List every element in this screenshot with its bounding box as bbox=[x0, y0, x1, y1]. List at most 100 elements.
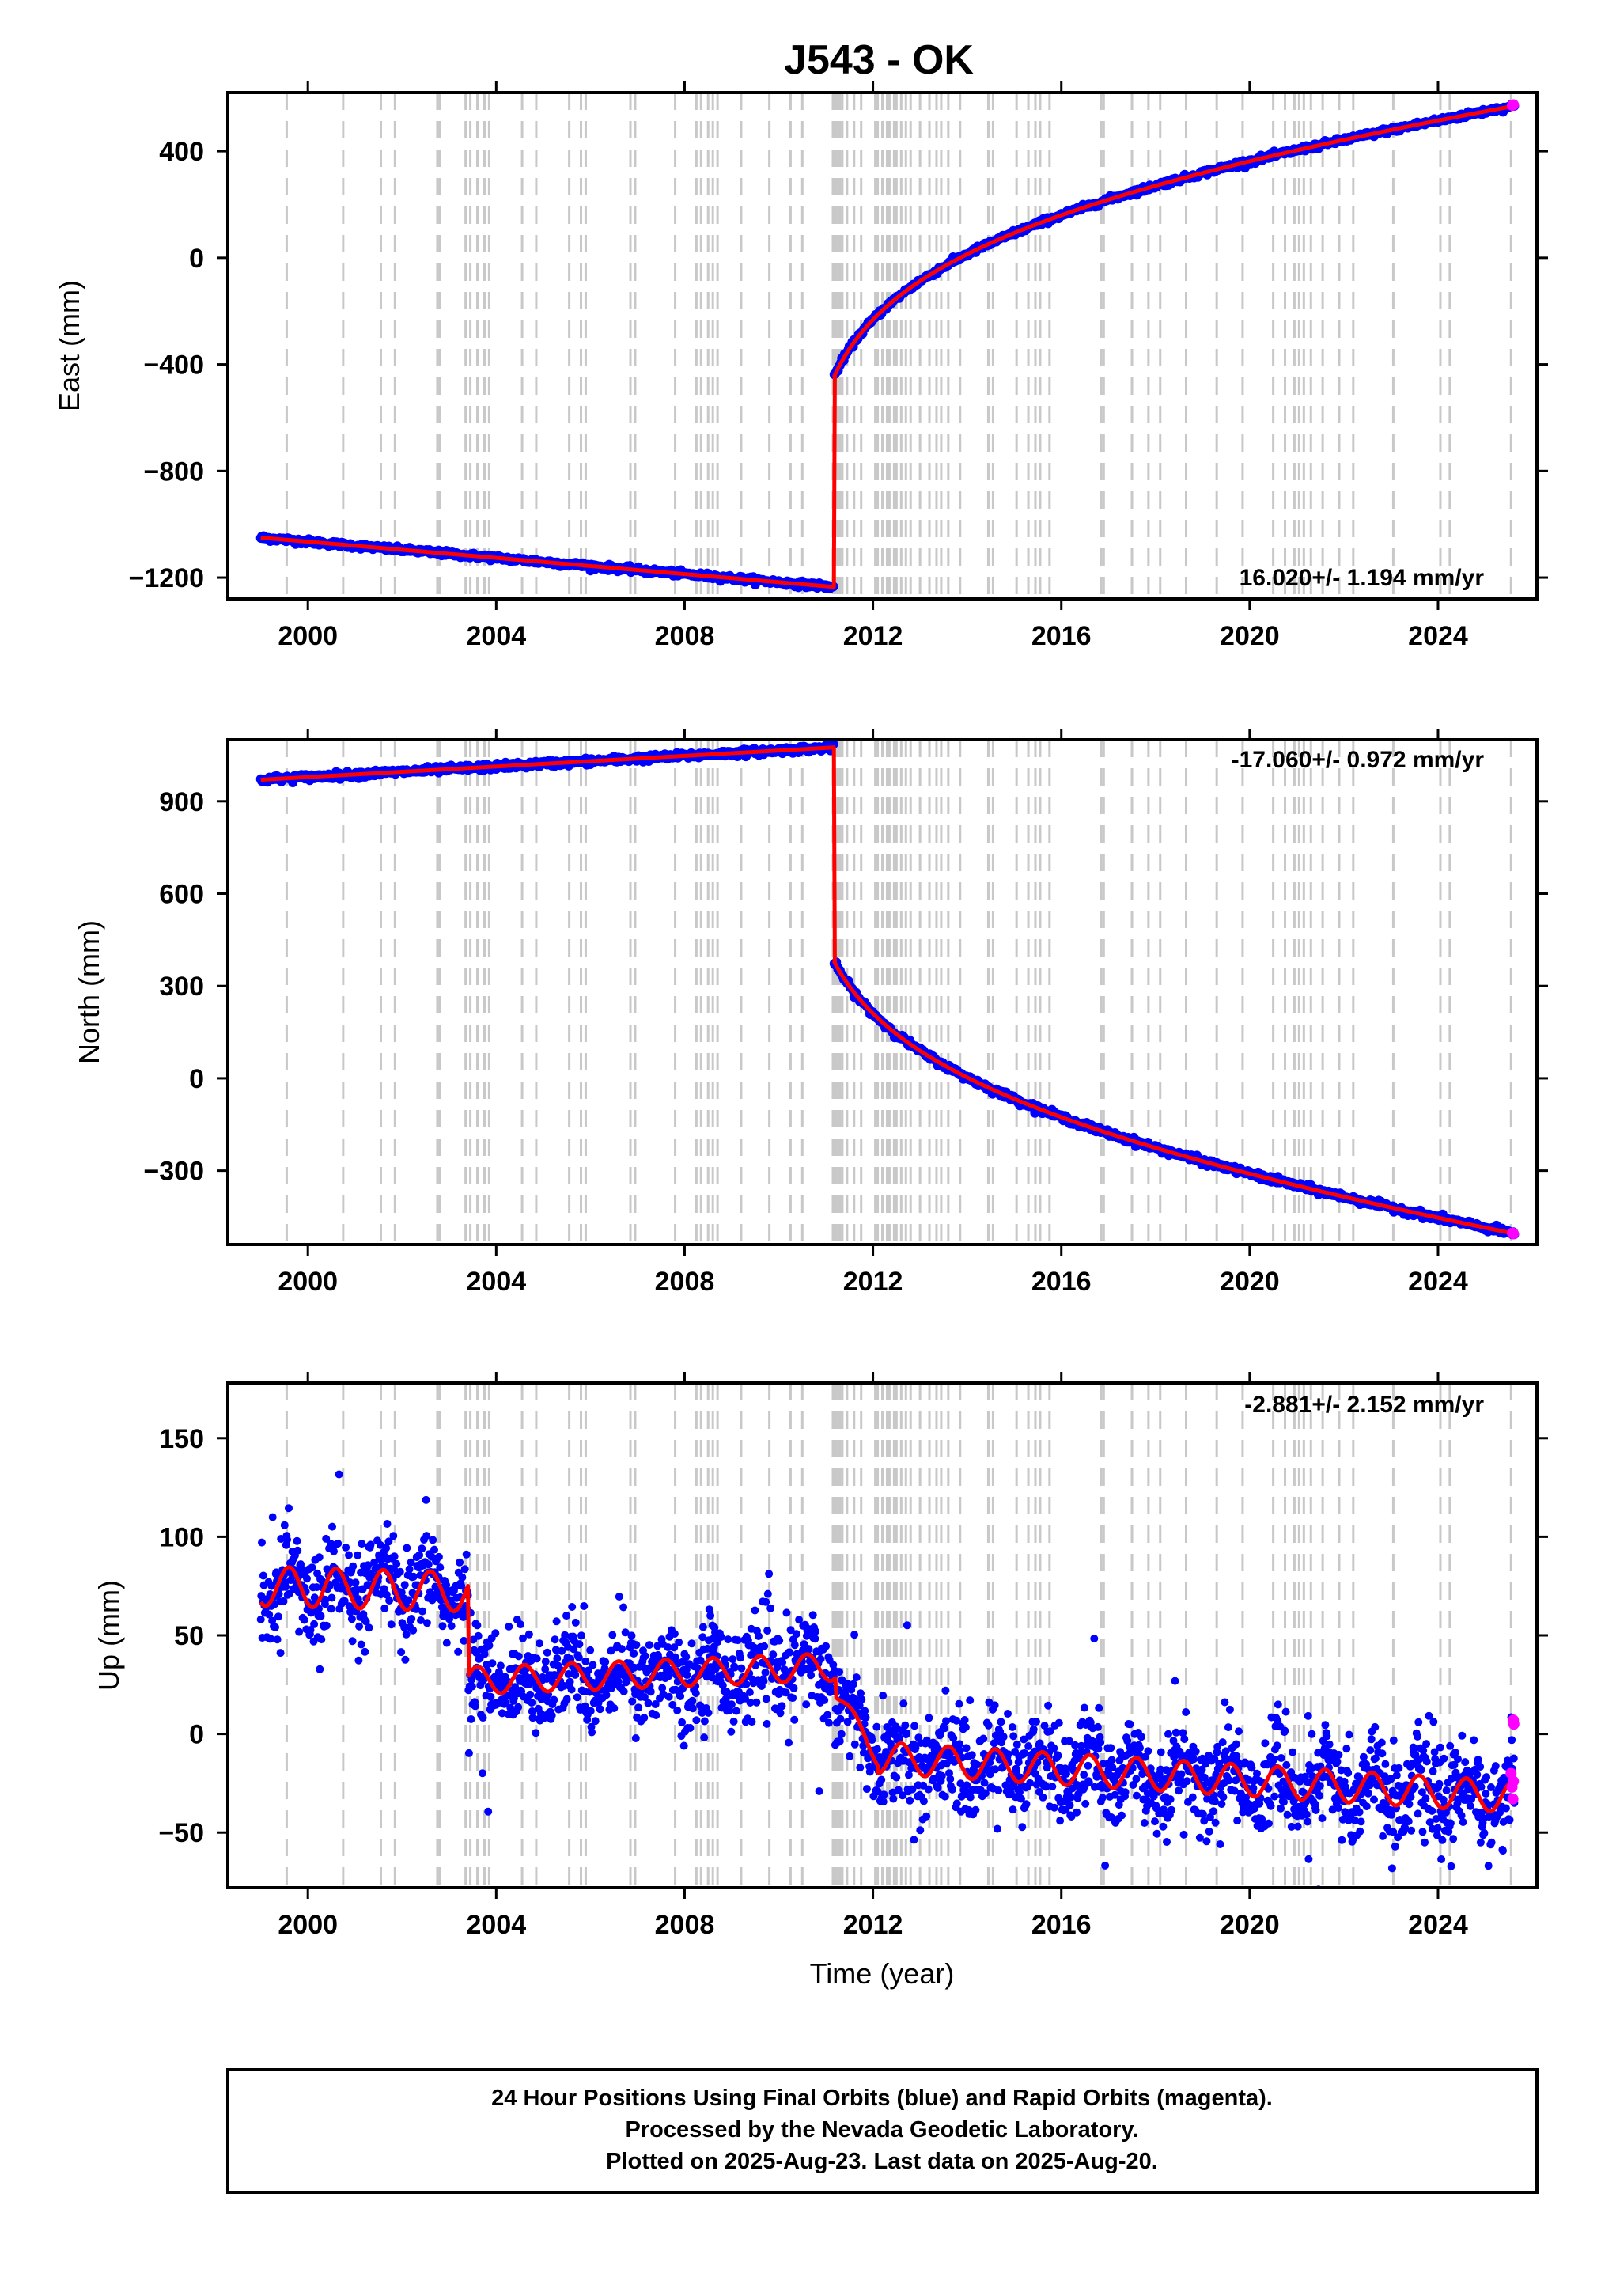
data-point bbox=[808, 1611, 817, 1620]
data-point bbox=[1205, 1827, 1213, 1836]
data-point bbox=[403, 1544, 411, 1552]
data-point bbox=[1008, 1723, 1016, 1731]
data-point bbox=[1253, 1769, 1261, 1778]
data-point bbox=[1107, 1756, 1116, 1764]
data-point bbox=[282, 1582, 290, 1591]
data-point bbox=[436, 1563, 445, 1572]
data-point bbox=[532, 1654, 541, 1663]
data-point bbox=[727, 1727, 736, 1736]
data-point bbox=[618, 1645, 626, 1654]
data-point bbox=[1004, 1750, 1012, 1759]
data-point bbox=[591, 1717, 600, 1726]
data-point bbox=[1118, 1811, 1126, 1820]
data-point bbox=[727, 1700, 736, 1709]
data-point bbox=[474, 1631, 483, 1640]
model-fit-line bbox=[259, 104, 1516, 589]
data-point bbox=[1026, 1779, 1035, 1787]
data-point bbox=[586, 1646, 595, 1654]
data-point bbox=[543, 1648, 551, 1657]
data-point bbox=[1198, 1809, 1207, 1818]
data-point bbox=[550, 1695, 558, 1704]
data-point bbox=[760, 1642, 769, 1650]
data-point bbox=[1140, 1819, 1149, 1827]
data-point bbox=[1056, 1817, 1065, 1825]
data-point bbox=[736, 1654, 745, 1662]
data-point bbox=[732, 1707, 740, 1715]
data-point bbox=[1233, 1817, 1242, 1825]
data-point bbox=[724, 1635, 732, 1644]
data-point bbox=[442, 1639, 451, 1647]
x-tick-label: 2008 bbox=[655, 1267, 715, 1297]
data-point bbox=[646, 1688, 655, 1696]
x-tick-label: 2024 bbox=[1408, 1267, 1468, 1297]
data-point bbox=[872, 1722, 881, 1731]
data-point bbox=[330, 1547, 338, 1555]
data-point bbox=[340, 1597, 349, 1605]
data-point bbox=[467, 1715, 475, 1723]
data-point bbox=[737, 1664, 746, 1673]
y-tick-label: −800 bbox=[143, 457, 204, 487]
data-point bbox=[464, 1749, 473, 1757]
data-point bbox=[562, 1612, 570, 1620]
data-point bbox=[706, 1612, 715, 1620]
data-point bbox=[1096, 1738, 1105, 1747]
data-point bbox=[775, 1636, 784, 1645]
data-point bbox=[596, 1705, 604, 1714]
data-point bbox=[280, 1521, 289, 1529]
data-point bbox=[790, 1715, 799, 1724]
data-point bbox=[267, 1635, 275, 1643]
data-point bbox=[575, 1640, 584, 1649]
data-point bbox=[293, 1536, 301, 1545]
data-point bbox=[645, 1641, 653, 1650]
data-point bbox=[971, 1805, 980, 1814]
data-point bbox=[849, 1680, 857, 1688]
data-point bbox=[997, 1718, 1005, 1726]
north-model-line bbox=[259, 745, 1516, 1236]
data-point bbox=[442, 1581, 451, 1589]
data-point bbox=[804, 1645, 813, 1654]
data-point bbox=[258, 1538, 266, 1547]
data-point bbox=[610, 1704, 619, 1712]
data-point bbox=[460, 1636, 468, 1645]
data-point bbox=[460, 1565, 469, 1574]
data-point bbox=[295, 1627, 304, 1636]
data-point bbox=[1175, 1786, 1183, 1795]
data-point bbox=[528, 1707, 536, 1715]
data-point bbox=[862, 1785, 871, 1794]
data-point bbox=[334, 1539, 343, 1548]
model-fit-line bbox=[259, 745, 1516, 1236]
data-point bbox=[717, 1633, 725, 1641]
data-point bbox=[402, 1630, 411, 1639]
data-point bbox=[1281, 1707, 1290, 1716]
data-point bbox=[494, 1668, 503, 1677]
data-point bbox=[762, 1695, 770, 1703]
data-point bbox=[458, 1573, 467, 1582]
x-tick-label: 2004 bbox=[467, 1267, 527, 1297]
data-point bbox=[415, 1551, 424, 1559]
data-point bbox=[1182, 1708, 1190, 1716]
data-point bbox=[370, 1558, 379, 1567]
data-point bbox=[980, 1779, 989, 1787]
data-point bbox=[1073, 1808, 1081, 1817]
data-point bbox=[541, 1665, 550, 1673]
y-tick-label: 300 bbox=[159, 972, 204, 1002]
data-point bbox=[1179, 1830, 1188, 1839]
data-point bbox=[700, 1733, 709, 1742]
data-point bbox=[396, 1567, 404, 1576]
data-point bbox=[539, 1714, 548, 1722]
data-point bbox=[789, 1694, 797, 1703]
data-point bbox=[405, 1565, 414, 1574]
data-point bbox=[762, 1597, 770, 1606]
data-point bbox=[925, 1714, 933, 1722]
data-point bbox=[308, 1563, 316, 1572]
data-point bbox=[903, 1621, 911, 1630]
data-point bbox=[293, 1546, 302, 1555]
data-point bbox=[644, 1699, 653, 1707]
data-point bbox=[823, 1711, 832, 1719]
data-point bbox=[526, 1690, 535, 1699]
data-point bbox=[811, 1635, 819, 1643]
data-point bbox=[383, 1520, 392, 1528]
data-point bbox=[879, 1692, 888, 1700]
data-point bbox=[630, 1650, 638, 1658]
